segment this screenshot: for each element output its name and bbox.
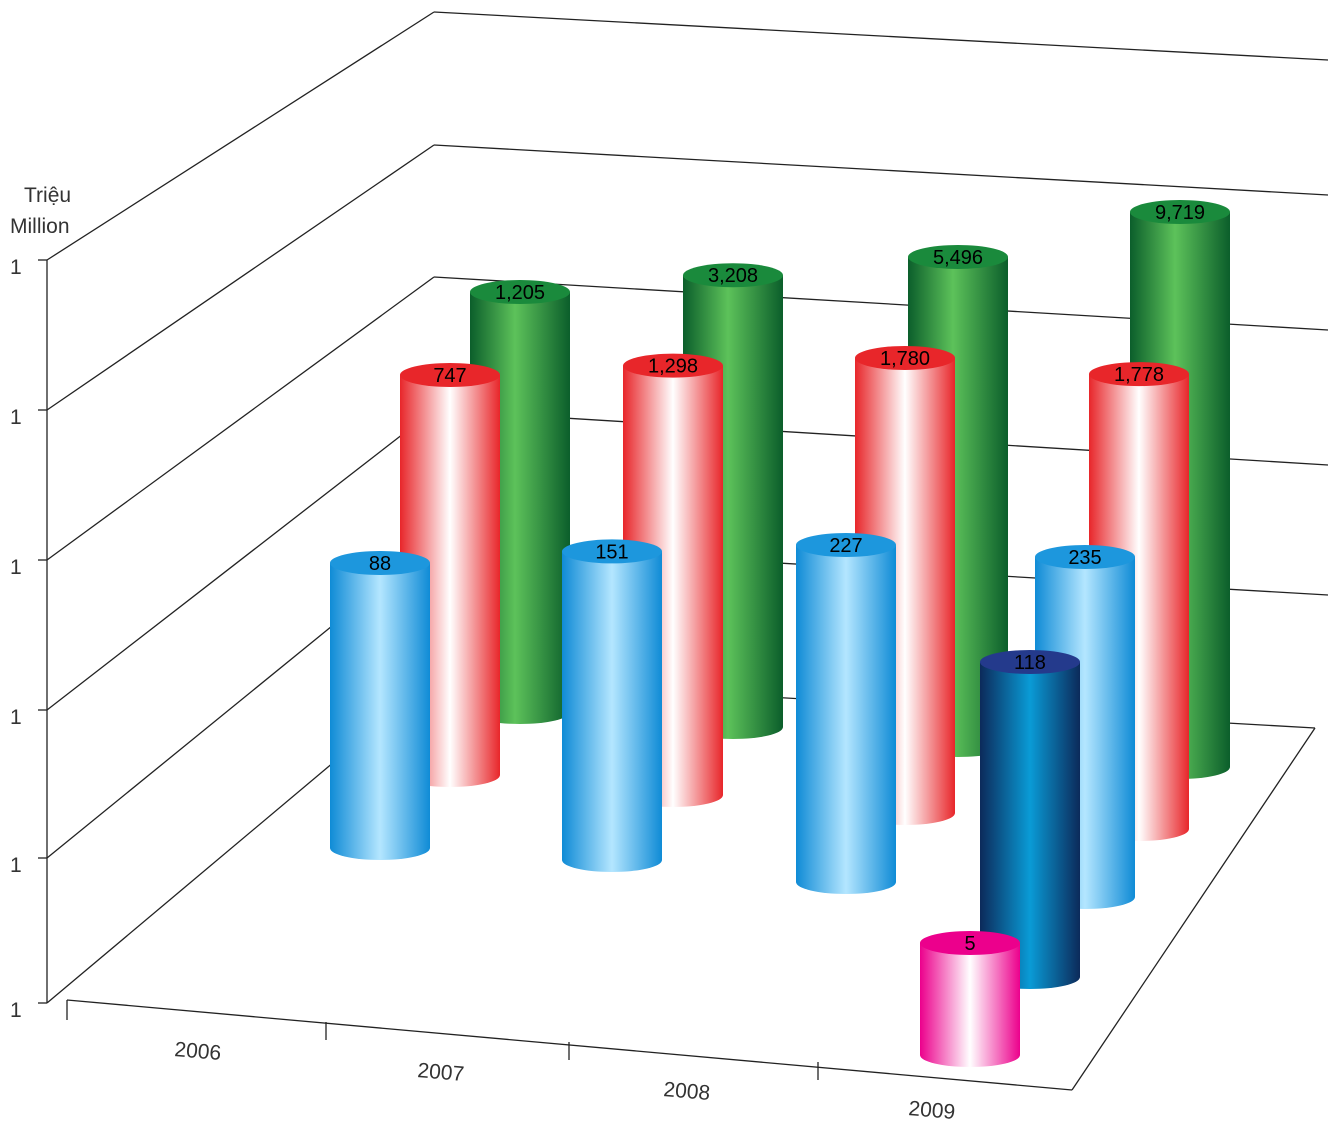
bar: 118: [980, 650, 1080, 989]
bar-top: [1089, 362, 1189, 387]
data-label: 1,205: [495, 282, 545, 304]
data-label: 5: [964, 933, 975, 955]
data-label: 227: [829, 535, 862, 557]
bar-body: [796, 544, 896, 894]
bar: 151: [562, 539, 662, 872]
ylabel-line-1: Triệu: [24, 184, 71, 207]
bar-top: [623, 353, 723, 378]
floor-edge: [1071, 727, 1316, 1091]
bar-top: [855, 346, 955, 370]
data-label: 9,719: [1155, 202, 1205, 224]
bar-top: [562, 539, 662, 564]
y-tick-label: 1: [10, 706, 22, 729]
grid-line: [46, 11, 435, 261]
data-label: 1,778: [1114, 364, 1164, 386]
bar-body: [330, 563, 430, 860]
bar-top: [920, 931, 1020, 955]
bars: 1,205 3,208 5,496 9,719 747 1,298 1,780 1,778 88…: [330, 200, 1230, 1067]
x-tick-label: 2006: [174, 1038, 223, 1065]
y-tick-label: 1: [10, 999, 22, 1022]
grid-line: [46, 409, 435, 711]
data-label: 235: [1068, 547, 1101, 569]
data-label: 747: [433, 365, 466, 387]
bar-top: [400, 363, 500, 387]
ylabel-line-2: Million: [10, 215, 70, 238]
bar-body: [920, 943, 1020, 1067]
y-tick-label: 1: [10, 256, 22, 279]
y-tick-label: 1: [10, 406, 22, 429]
data-label: 1,780: [880, 348, 930, 370]
bar-top: [470, 280, 570, 304]
data-label: 88: [369, 553, 391, 575]
data-label: 1,298: [648, 356, 698, 378]
bar: 88: [330, 551, 430, 860]
data-label: 3,208: [708, 265, 758, 287]
bar-body: [562, 551, 662, 872]
bar-top: [980, 650, 1080, 674]
x-tick-label: 2007: [417, 1059, 466, 1086]
bar-top: [330, 551, 430, 575]
bar-top: [796, 532, 896, 557]
bar-top: [683, 263, 783, 288]
x-tick-label: 2008: [663, 1078, 712, 1105]
y-tick-label: 1: [10, 854, 22, 877]
bar-top: [1130, 200, 1230, 224]
data-label: 118: [1014, 652, 1046, 674]
y-tick-label: 1: [10, 556, 22, 579]
grid-line: [433, 144, 1328, 196]
data-label: 5,496: [933, 247, 983, 269]
grid-line: [433, 11, 1328, 61]
bar-top: [1035, 545, 1135, 569]
bar-body: [980, 662, 1080, 989]
grid-line: [46, 276, 435, 561]
bar-top: [908, 244, 1008, 269]
grid-line: [46, 144, 435, 411]
bar: 227: [796, 532, 896, 894]
data-label: 151: [595, 541, 628, 563]
x-tick-label: 2009: [908, 1097, 957, 1122]
bar: 5: [920, 931, 1020, 1067]
